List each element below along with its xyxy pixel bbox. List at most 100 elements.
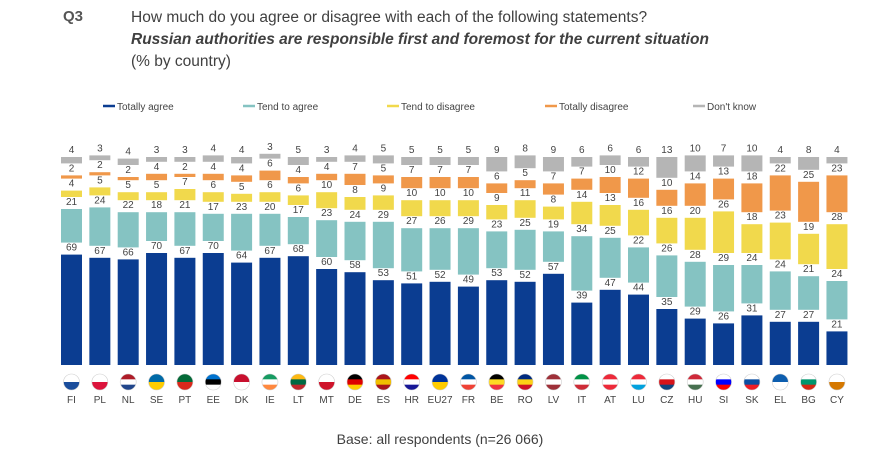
data-label: 4 [210, 162, 216, 173]
bar-segment [656, 217, 678, 244]
data-label: 18 [151, 200, 163, 211]
bar-segment [826, 281, 848, 320]
data-label: 6 [636, 145, 642, 156]
x-tick-label: LU [632, 395, 645, 406]
bar-segment [798, 276, 820, 310]
flag-icon [545, 374, 562, 390]
bar-segment [542, 206, 564, 220]
bar-segment [231, 157, 253, 164]
data-label: 23 [775, 211, 787, 222]
bar-segment [628, 157, 649, 167]
data-label: 28 [690, 250, 702, 261]
bar-segment [769, 271, 791, 310]
data-label: 10 [661, 178, 673, 189]
data-label: 24 [831, 269, 843, 280]
bar-segment [231, 213, 253, 251]
data-label: 26 [661, 243, 673, 254]
x-tick-label: ES [377, 395, 391, 406]
flag-border [573, 373, 591, 391]
data-label: 10 [605, 165, 617, 176]
data-label: 12 [633, 167, 645, 178]
bar-segment [372, 280, 394, 365]
data-label: 69 [66, 243, 78, 254]
flag-border [431, 373, 449, 391]
bar-segment [826, 331, 848, 365]
data-label: 13 [605, 193, 617, 204]
bar-segment [174, 157, 196, 162]
flag-border [686, 373, 704, 391]
bar-segment [259, 170, 281, 181]
flag-icon [148, 374, 165, 390]
data-label: 44 [633, 283, 645, 294]
data-label: 5 [97, 175, 103, 186]
data-label: 29 [718, 253, 730, 264]
data-label: 13 [718, 167, 730, 178]
data-label: 23 [321, 208, 333, 219]
data-label: 4 [69, 179, 75, 190]
bar-segment [571, 157, 593, 167]
data-label: 67 [179, 246, 191, 257]
x-tick-label: HR [404, 395, 418, 406]
data-label: 53 [378, 268, 390, 279]
bar-segment [599, 237, 621, 278]
x-tick-label: LV [548, 395, 560, 406]
x-tick-label: BE [490, 395, 504, 406]
data-label: 2 [125, 165, 131, 176]
bar-segment [798, 157, 820, 170]
bar-segment [202, 213, 224, 241]
data-label: 4 [239, 145, 245, 156]
x-tick-label: AT [604, 395, 616, 406]
bar-segment [89, 257, 111, 365]
data-label: 67 [94, 246, 106, 257]
bar-segment [769, 222, 791, 260]
bar-segment [401, 200, 423, 217]
flag-border [318, 373, 335, 391]
bar-segment [316, 157, 338, 162]
bar-segment [628, 209, 649, 236]
bar-segment [61, 254, 82, 365]
data-label: 5 [296, 145, 302, 156]
data-label: 8 [551, 195, 557, 206]
bar-segment [89, 172, 111, 176]
data-label: 9 [381, 183, 387, 194]
data-label: 4 [125, 147, 131, 158]
bar-segment [372, 175, 394, 184]
bar-segment [117, 259, 139, 365]
x-tick-label: CY [830, 395, 844, 406]
x-tick-label: MT [319, 395, 333, 406]
flag-border [261, 373, 279, 391]
x-tick-label: EL [774, 395, 787, 406]
x-tick-label: SI [719, 395, 728, 406]
data-label: 18 [746, 171, 758, 182]
data-label: 19 [548, 219, 560, 230]
data-label: 47 [605, 278, 617, 289]
flag-border [743, 373, 761, 391]
flag-border [771, 373, 789, 391]
bar-segment [259, 192, 281, 202]
data-label: 5 [239, 182, 245, 193]
bar-segment [656, 255, 678, 297]
data-label: 49 [463, 275, 475, 286]
data-label: 21 [66, 197, 78, 208]
data-label: 14 [690, 171, 702, 182]
bar-segment [61, 190, 82, 197]
x-tick-label: HU [688, 395, 702, 406]
bar-segment [713, 265, 735, 312]
bar-segment [429, 281, 451, 365]
data-label: 5 [409, 145, 415, 156]
data-label: 3 [182, 145, 188, 156]
data-label: 5 [125, 180, 131, 191]
bar-segment [146, 173, 168, 181]
data-label: 9 [494, 193, 500, 204]
legend-label: Tend to disagree [401, 102, 475, 113]
bar-segment [174, 173, 196, 177]
x-tick-label: IE [265, 395, 275, 406]
flag-border [800, 373, 817, 391]
bar-segment [514, 229, 536, 270]
bar-segment [599, 205, 621, 226]
data-label: 7 [409, 165, 415, 176]
legend-item: Tend to disagree [387, 102, 475, 113]
data-label: 26 [434, 216, 446, 227]
bar-segment [826, 224, 848, 269]
bar-segment [826, 175, 848, 213]
